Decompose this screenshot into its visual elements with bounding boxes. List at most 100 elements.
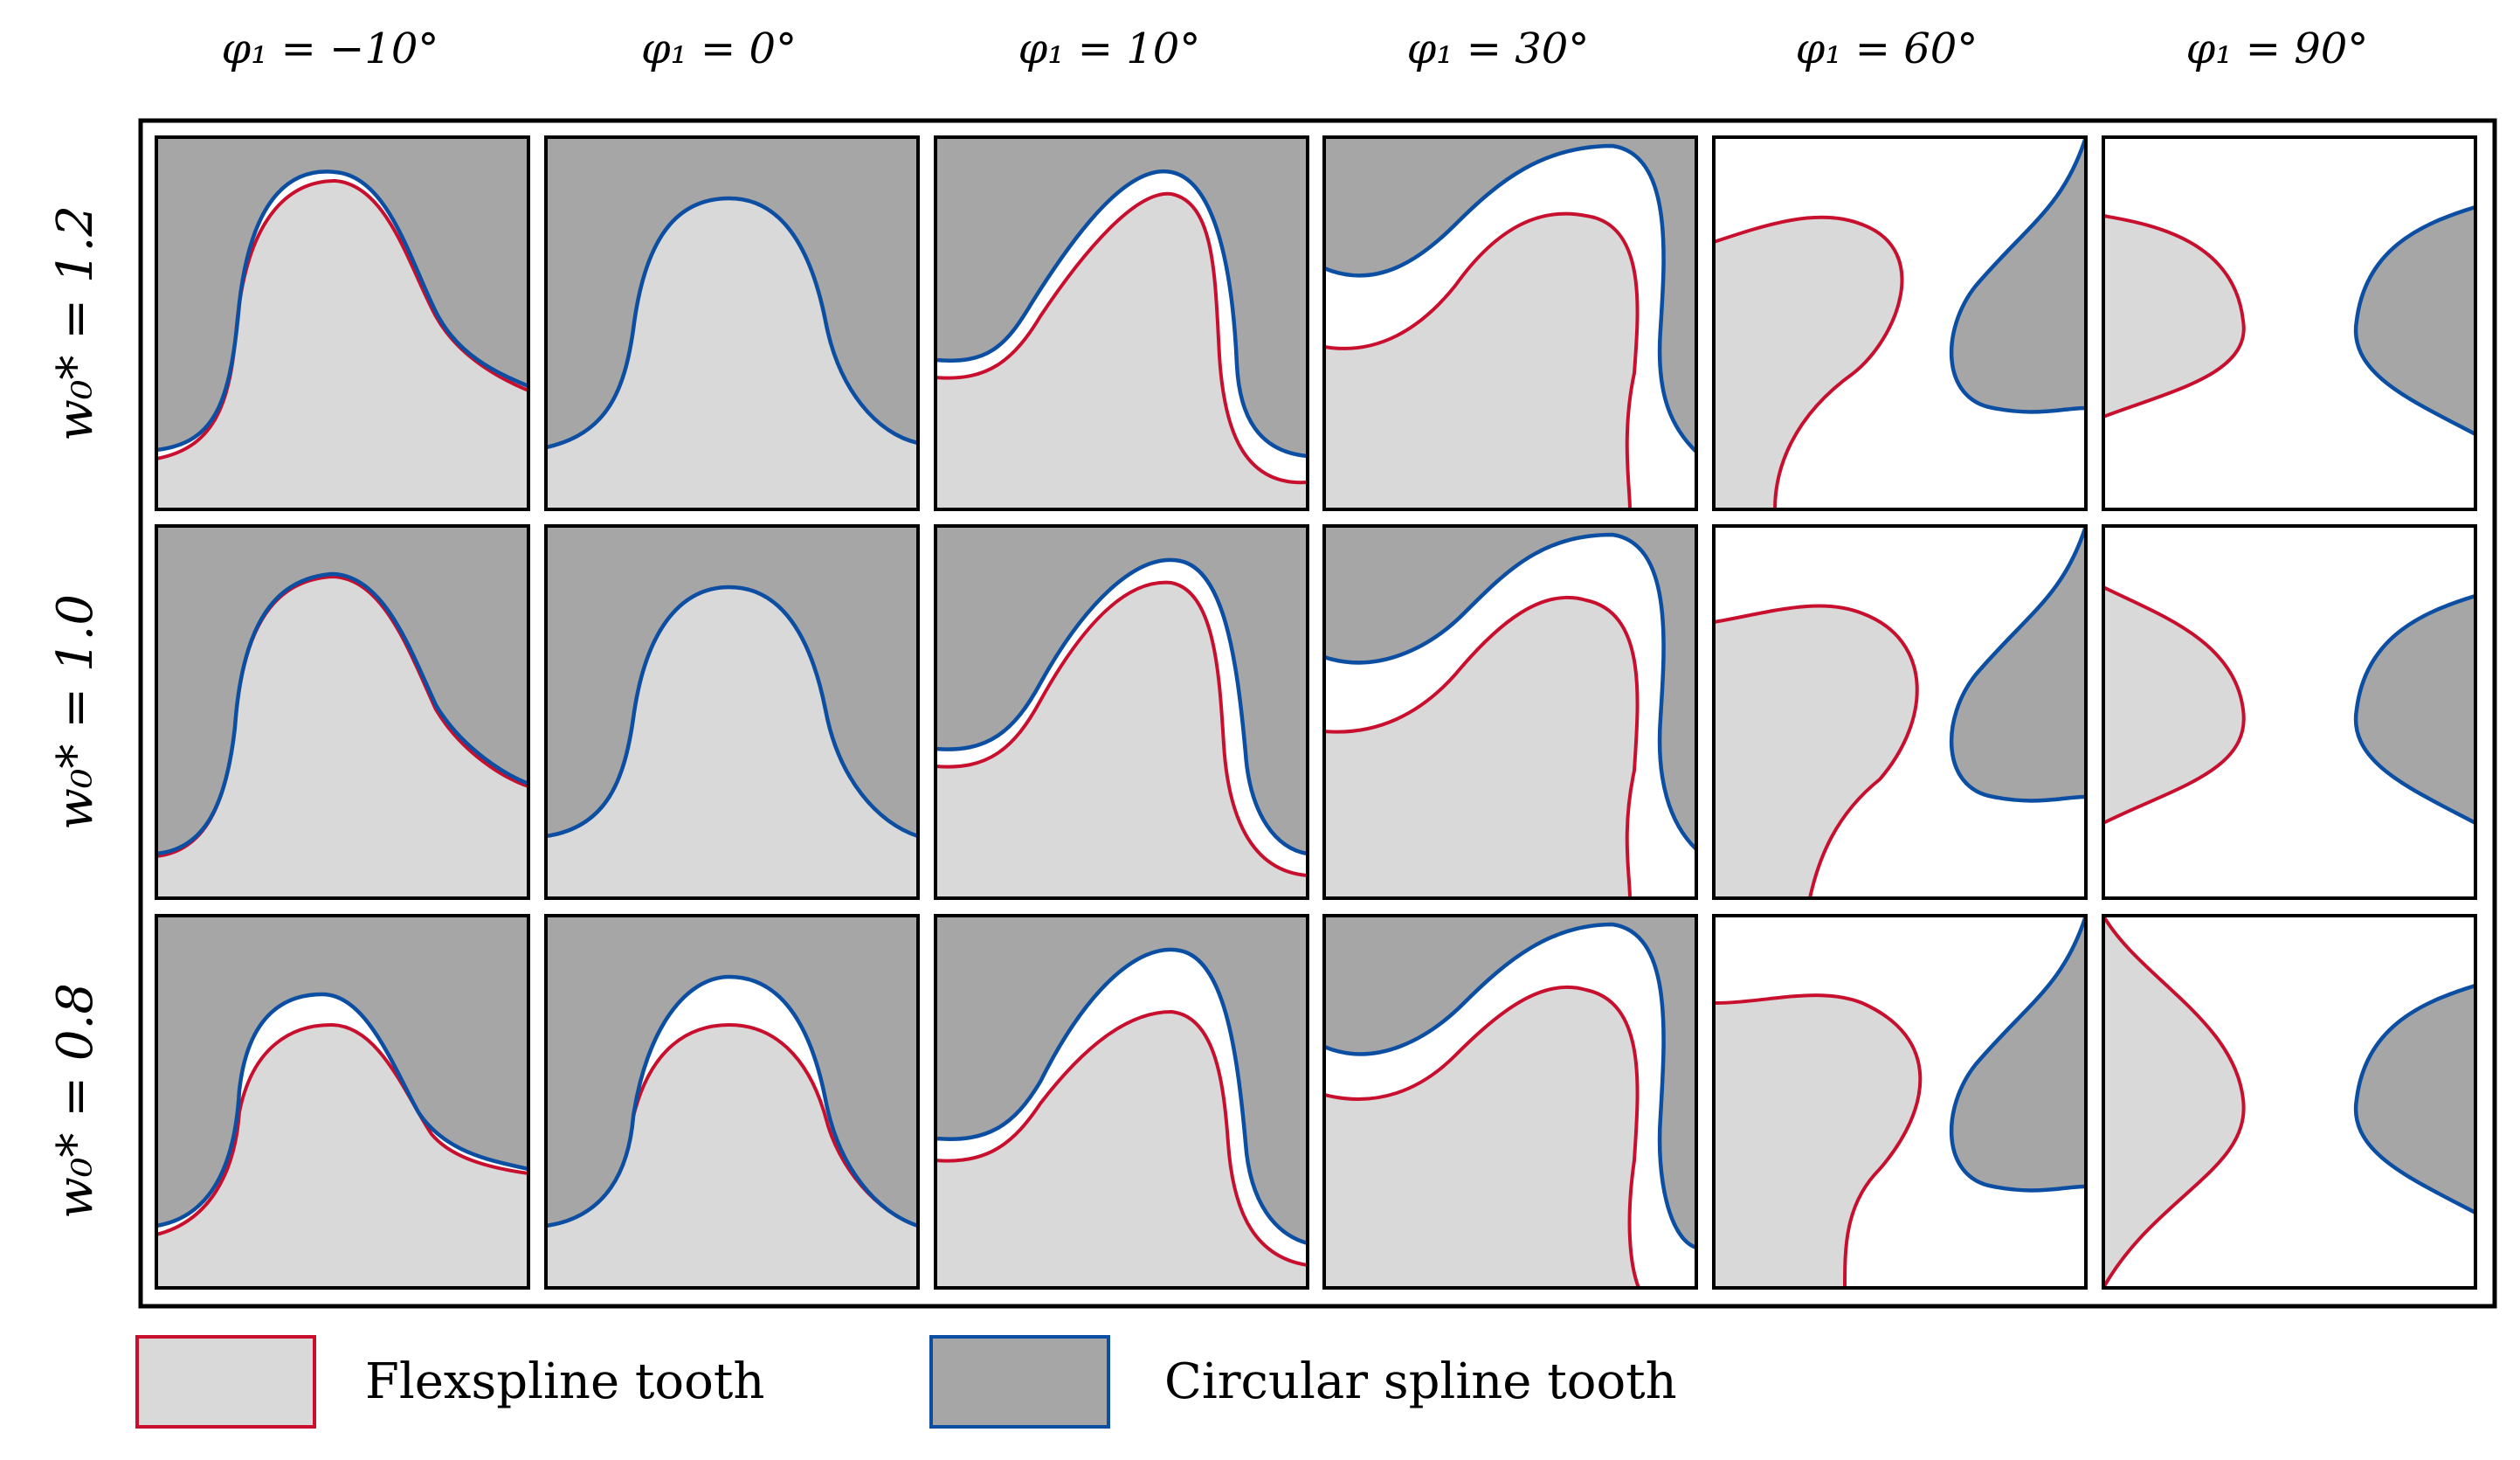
circular-spline-tooth-region <box>546 137 918 447</box>
panel-border <box>1712 135 2088 511</box>
flexspline-tooth-region <box>1324 986 1696 1288</box>
panel-border <box>544 914 920 1290</box>
column-header-phi-minus-10: φ₁ = −10° <box>222 24 439 73</box>
circular-spline-tooth-profile <box>936 557 1308 856</box>
flexspline-tooth-profile <box>2103 585 2246 825</box>
column-header-phi-10: φ₁ = 10° <box>1018 24 1201 73</box>
column-header-phi-90: φ₁ = 90° <box>2186 24 2369 73</box>
panel-border <box>544 135 920 511</box>
panel-border <box>2102 914 2477 1290</box>
circular-spline-tooth-profile <box>156 170 528 453</box>
flexspline-tooth-region <box>156 1025 528 1288</box>
flexspline-tooth-profile <box>936 580 1308 877</box>
circular-spline-tooth-profile <box>1949 137 2086 414</box>
circular-spline-tooth-region <box>2356 526 2475 898</box>
circular-spline-tooth-region <box>1951 916 2086 1288</box>
panel-border <box>2102 524 2477 900</box>
circular-spline-tooth-profile <box>156 571 528 856</box>
flexspline-tooth-region <box>936 1012 1308 1288</box>
circular-spline-tooth-profile <box>546 196 918 450</box>
flexspline-tooth-profile <box>2103 214 2246 419</box>
outer-frame <box>138 118 2497 1309</box>
panel-row-1-2-phi-0 <box>544 135 920 511</box>
circular-spline-tooth-region <box>2356 916 2475 1288</box>
legend-label-circular-spline: Circular spline tooth <box>1164 1353 1677 1410</box>
circular-spline-tooth-region <box>156 916 528 1226</box>
circular-spline-tooth-profile <box>156 992 528 1228</box>
panel-row-1-0-phi-30 <box>1322 524 1698 900</box>
panel-row-1-2-phi-10 <box>934 135 1309 511</box>
panel-row-0-8-phi-90 <box>2102 914 2477 1290</box>
flexspline-tooth-region <box>1324 213 1696 509</box>
flexspline-tooth-profile <box>2103 916 2246 1288</box>
panel-border <box>1712 524 2088 900</box>
flexspline-tooth-profile <box>1324 211 1640 509</box>
legend: Flexspline tooth Circular spline tooth <box>135 1335 1677 1429</box>
panel-row-1-0-phi-10 <box>934 524 1309 900</box>
panel-border <box>1322 135 1698 511</box>
row-header-w0-0-8: w₀* = 0.8 <box>47 983 104 1219</box>
circular-spline-tooth-region <box>1324 137 1696 452</box>
flexspline-tooth-profile <box>1324 595 1640 898</box>
flexspline-tooth-region <box>2103 916 2244 1288</box>
flexspline-tooth-region <box>1324 597 1696 898</box>
flexspline-tooth-region <box>936 193 1308 509</box>
flexspline-tooth-profile <box>156 1022 528 1236</box>
circular-spline-tooth-region <box>936 526 1308 854</box>
circular-spline-tooth-region <box>1324 916 1696 1248</box>
panel-border <box>934 135 1309 511</box>
flexspline-tooth-profile <box>1714 215 1904 509</box>
panel-row-1-2-phi-m10 <box>155 135 530 511</box>
circular-spline-tooth-profile <box>546 974 918 1228</box>
legend-swatch-flexspline <box>135 1335 316 1429</box>
flexspline-tooth-profile <box>1714 993 1923 1288</box>
circular-spline-tooth-profile <box>1949 916 2086 1193</box>
circular-spline-tooth-profile <box>1324 532 1696 851</box>
flexspline-tooth-region <box>546 1025 918 1288</box>
flexspline-tooth-profile <box>936 1009 1308 1267</box>
circular-spline-tooth-profile <box>2353 204 2475 436</box>
circular-spline-tooth-region <box>1951 137 2086 509</box>
circular-spline-tooth-profile <box>1324 922 1696 1250</box>
panel-row-0-8-phi-m10 <box>155 914 530 1290</box>
panel-row-1-2-phi-90 <box>2102 135 2477 511</box>
circular-spline-tooth-profile <box>546 585 918 839</box>
panel-row-1-0-phi-90 <box>2102 524 2477 900</box>
flexspline-tooth-profile <box>936 191 1308 485</box>
flexspline-tooth-profile <box>1714 604 1919 898</box>
panel-row-0-8-phi-0 <box>544 914 920 1290</box>
panel-border <box>1322 524 1698 900</box>
circular-spline-tooth-profile <box>2353 983 2475 1214</box>
flexspline-tooth-profile <box>1324 985 1640 1288</box>
flexspline-tooth-region <box>546 198 918 509</box>
circular-spline-tooth-region <box>546 526 918 836</box>
panel-grid <box>155 135 2477 1290</box>
circular-spline-tooth-profile <box>936 947 1308 1246</box>
panel-row-1-0-phi-60 <box>1712 524 2088 900</box>
panel-border <box>1712 914 2088 1290</box>
row-header-w0-1-2: w₀* = 1.2 <box>47 205 104 441</box>
panel-row-0-8-phi-30 <box>1322 914 1698 1290</box>
circular-spline-tooth-profile <box>1949 526 2086 803</box>
circular-spline-tooth-region <box>1951 526 2086 898</box>
flexspline-tooth-region <box>1714 526 1917 898</box>
flexspline-tooth-region <box>156 577 528 898</box>
circular-spline-tooth-region <box>936 916 1308 1243</box>
circular-spline-tooth-region <box>1324 526 1696 849</box>
circular-spline-tooth-profile <box>936 169 1308 459</box>
column-header-phi-60: φ₁ = 60° <box>1796 24 1978 73</box>
panel-row-0-8-phi-60 <box>1712 914 2088 1290</box>
flexspline-tooth-region <box>1714 137 1902 509</box>
circular-spline-tooth-region <box>936 137 1308 456</box>
panel-row-1-2-phi-30 <box>1322 135 1698 511</box>
circular-spline-tooth-profile <box>1324 143 1696 453</box>
circular-spline-tooth-region <box>156 137 528 450</box>
panel-border <box>544 524 920 900</box>
panel-border <box>934 914 1309 1290</box>
circular-spline-tooth-region <box>2356 137 2475 509</box>
panel-border <box>155 524 530 900</box>
row-header-w0-1-0: w₀* = 1.0 <box>47 594 104 830</box>
flexspline-tooth-region <box>546 587 918 898</box>
panel-border <box>1322 914 1698 1290</box>
